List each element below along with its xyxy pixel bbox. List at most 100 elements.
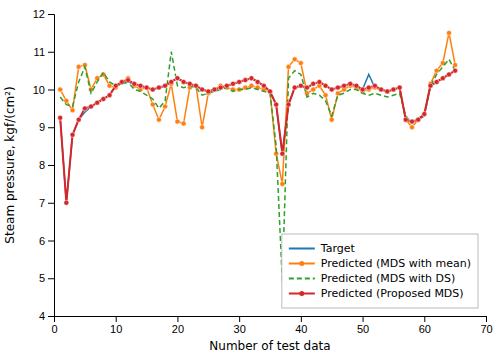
x-axis-tick-label: 50 xyxy=(357,323,369,335)
series-point xyxy=(126,78,131,83)
legend-item: Predicted (MDS with DS) xyxy=(289,272,455,285)
series-point xyxy=(391,87,396,92)
series xyxy=(58,68,458,205)
series-point xyxy=(323,93,328,98)
series-point xyxy=(397,85,402,90)
legend: Target Predicted (MDS with mean) Predicted… xyxy=(282,234,478,308)
series-point xyxy=(95,100,100,105)
series-point xyxy=(150,87,155,92)
y-axis-tick-mark xyxy=(48,14,54,15)
series-point xyxy=(169,79,174,84)
series-point xyxy=(163,83,168,88)
series-point xyxy=(416,117,421,122)
y-axis-tick-mark xyxy=(48,203,54,204)
series-point xyxy=(360,87,365,92)
series-point xyxy=(261,83,266,88)
series-point xyxy=(409,119,414,124)
series-point xyxy=(311,81,316,86)
x-axis-tick: 0 xyxy=(51,316,57,335)
series-point xyxy=(305,85,310,90)
series-point xyxy=(82,106,87,111)
series-point xyxy=(101,96,106,101)
legend-label: Predicted (MDS with mean) xyxy=(321,257,471,270)
series-point xyxy=(249,76,254,81)
series-point xyxy=(200,125,205,130)
series-point xyxy=(286,102,291,107)
series-point xyxy=(440,76,445,81)
legend-item: Predicted (Proposed MDS) xyxy=(289,287,464,300)
series-point xyxy=(329,117,334,122)
series-point xyxy=(416,117,421,122)
y-axis-tick-mark xyxy=(48,165,54,166)
series-point xyxy=(385,89,390,94)
series-point xyxy=(224,83,229,88)
y-axis-tick: 5 xyxy=(39,272,54,284)
series-point xyxy=(268,89,273,94)
series-point xyxy=(280,151,285,156)
series-point xyxy=(119,79,124,84)
x-axis-tick: 20 xyxy=(172,316,184,335)
x-axis-tick-label: 40 xyxy=(295,323,307,335)
x-axis-tick-label: 20 xyxy=(172,323,184,335)
series-point xyxy=(434,68,439,73)
series-point xyxy=(274,102,279,107)
x-axis-tick: 40 xyxy=(295,316,307,335)
series-point xyxy=(434,79,439,84)
series-point xyxy=(292,85,297,90)
series-point xyxy=(255,79,260,84)
series-point xyxy=(175,119,180,124)
series-point xyxy=(391,87,396,92)
x-axis-tick-mark xyxy=(363,316,364,322)
series-point xyxy=(453,68,458,73)
series-point xyxy=(372,83,377,88)
series-point xyxy=(298,61,303,66)
series-point xyxy=(132,81,137,86)
legend-label: Target xyxy=(320,242,356,255)
series-point xyxy=(354,83,359,88)
y-axis-tick-label: 9 xyxy=(39,121,45,133)
y-axis-tick-mark xyxy=(48,316,54,317)
series-point xyxy=(76,64,81,69)
y-axis-tick: 6 xyxy=(39,235,54,247)
series-point xyxy=(193,83,198,88)
series-point xyxy=(403,117,408,122)
series-point xyxy=(193,83,198,88)
y-axis-tick-label: 11 xyxy=(34,46,45,58)
series-point xyxy=(403,117,408,122)
y-axis-tick-mark xyxy=(48,90,54,91)
y-axis-tick: 11 xyxy=(34,46,54,58)
series-point xyxy=(422,112,427,117)
series-point xyxy=(119,79,124,84)
series-point xyxy=(366,85,371,90)
legend-label: Predicted (Proposed MDS) xyxy=(321,287,464,300)
x-axis-tick-label: 0 xyxy=(51,323,57,335)
series-point xyxy=(292,57,297,62)
series-point xyxy=(348,81,353,86)
series-point xyxy=(317,79,322,84)
x-axis-title: Number of test data xyxy=(209,339,330,353)
legend-item: Target xyxy=(289,242,356,255)
y-axis-tick: 7 xyxy=(39,197,54,209)
y-axis-tick-label: 10 xyxy=(33,84,45,96)
legend-swatch xyxy=(289,278,315,280)
series-point xyxy=(107,83,112,88)
y-axis-tick: 12 xyxy=(33,8,54,20)
series-point xyxy=(70,108,75,113)
series-point xyxy=(64,200,69,205)
series-line xyxy=(60,33,455,184)
series-line xyxy=(60,71,455,203)
y-axis-tick-label: 8 xyxy=(39,159,45,171)
series-point xyxy=(422,112,427,117)
series-point xyxy=(113,83,118,88)
series xyxy=(58,30,458,186)
series-point xyxy=(446,30,451,35)
series-point xyxy=(385,89,390,94)
x-axis-tick-mark xyxy=(301,316,302,322)
series-point xyxy=(428,83,433,88)
series-line xyxy=(60,71,455,203)
y-axis-tick-mark xyxy=(48,52,54,53)
legend-box xyxy=(282,234,478,308)
legend-marker xyxy=(299,261,304,266)
y-axis-tick: 8 xyxy=(39,159,54,171)
series-point xyxy=(181,121,186,126)
